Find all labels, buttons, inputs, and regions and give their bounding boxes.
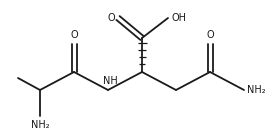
Text: NH₂: NH₂ bbox=[247, 85, 266, 95]
Text: NH: NH bbox=[103, 76, 117, 86]
Text: NH₂: NH₂ bbox=[31, 120, 49, 130]
Text: O: O bbox=[206, 30, 214, 40]
Text: OH: OH bbox=[171, 13, 186, 23]
Text: O: O bbox=[70, 30, 78, 40]
Text: O: O bbox=[107, 13, 115, 23]
